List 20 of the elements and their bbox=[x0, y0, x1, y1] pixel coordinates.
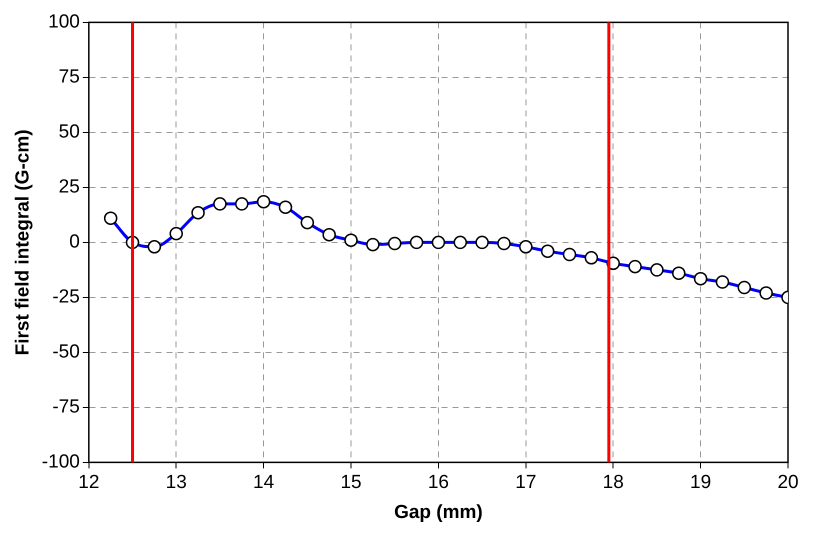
y-tick-label: -25 bbox=[52, 286, 80, 308]
x-tick-label: 17 bbox=[515, 472, 536, 494]
x-tick-label: 15 bbox=[340, 472, 362, 494]
y-tick-label: 25 bbox=[58, 176, 80, 198]
x-axis-title: Gap (mm) bbox=[394, 502, 483, 523]
y-tick-label: 0 bbox=[69, 232, 80, 253]
x-tick-label: 18 bbox=[602, 472, 624, 494]
x-tick-label: 14 bbox=[253, 472, 275, 494]
x-tick-label: 12 bbox=[78, 472, 100, 494]
x-tick-label: 20 bbox=[777, 472, 799, 494]
x-tick-label: 13 bbox=[166, 472, 187, 494]
x-tick-label: 19 bbox=[690, 472, 712, 494]
y-tick-label: 75 bbox=[58, 66, 80, 88]
y-tick-label: 100 bbox=[48, 12, 80, 33]
y-tick-label: -100 bbox=[42, 452, 80, 473]
x-tick-label: 16 bbox=[428, 472, 449, 494]
y-axis-title: First field integral (G-cm) bbox=[12, 129, 34, 356]
y-tick-label: 50 bbox=[58, 122, 80, 143]
y-tick-label: -75 bbox=[52, 396, 80, 418]
y-tick-label: -50 bbox=[52, 342, 80, 363]
